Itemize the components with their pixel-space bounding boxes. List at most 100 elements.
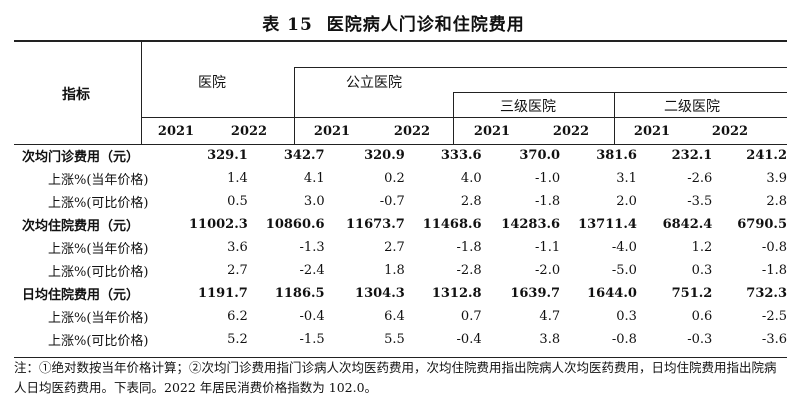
table-cell: -2.0 <box>535 263 561 278</box>
table-cell: 1304.3 <box>355 286 405 301</box>
table-cell: 3.9 <box>766 171 787 186</box>
table-cell: -0.4 <box>299 309 325 324</box>
table-cell: 232.1 <box>671 148 713 163</box>
year-header: 2021 <box>473 124 511 139</box>
table-title: 表 15 医院病人门诊和住院费用 <box>0 10 787 35</box>
year-header: 2021 <box>313 124 351 139</box>
data-table: 次均门诊费用（元） 329.1 342.7 320.9 333.6 370.0 … <box>14 144 787 351</box>
table-cell: 1.4 <box>227 171 248 186</box>
table-row: 上涨%(当年价格) 3.6 -1.3 2.7 -1.8 -1.1 -4.0 1.… <box>14 236 787 259</box>
table-cell: 5.2 <box>227 332 248 347</box>
table-cell: -0.7 <box>379 194 405 209</box>
tier2-hospital-header: 二级医院 <box>664 99 720 115</box>
table-row: 次均住院费用（元） 11002.3 10860.6 11673.7 11468.… <box>14 213 787 236</box>
tier2-divider <box>614 92 615 144</box>
table-cell: -1.8 <box>761 263 787 278</box>
table-cell: 2.7 <box>227 263 248 278</box>
year-header: 2021 <box>157 124 195 139</box>
year-row-rule <box>141 117 787 118</box>
indicator-divider <box>141 40 142 144</box>
public-hospital-header: 公立医院 <box>346 75 402 91</box>
row-label: 次均门诊费用（元） <box>22 150 140 165</box>
table-row: 上涨%(当年价格) 1.4 4.1 0.2 4.0 -1.0 3.1 -2.6 … <box>14 167 787 190</box>
table-cell: -0.8 <box>761 240 787 255</box>
row-label: 次均住院费用（元） <box>22 219 140 234</box>
table-cell: 2.8 <box>766 194 787 209</box>
row-label: 上涨%(当年价格) <box>48 242 149 257</box>
table-cell: 0.2 <box>384 171 405 186</box>
table-cell: 2.7 <box>384 240 405 255</box>
table-cell: -0.3 <box>687 332 713 347</box>
table-cell: -1.3 <box>299 240 325 255</box>
table-cell: 333.6 <box>440 148 482 163</box>
table-cell: 0.5 <box>227 194 248 209</box>
tier3-hospital-header: 三级医院 <box>500 99 556 115</box>
table-bottom-rule <box>14 357 787 358</box>
table-cell: -1.8 <box>535 194 561 209</box>
table-cell: -1.8 <box>456 240 482 255</box>
table-cell: 0.7 <box>460 309 482 324</box>
table-cell: 2.0 <box>616 194 637 209</box>
table-cell: 329.1 <box>207 148 248 163</box>
table-number: 表 15 <box>262 15 313 35</box>
table-cell: -2.5 <box>761 309 787 324</box>
hospital-divider <box>294 67 295 144</box>
table-cell: 13711.4 <box>578 217 637 232</box>
row-label: 上涨%(可比价格) <box>48 334 149 349</box>
table-cell: 751.2 <box>671 286 713 301</box>
table-cell: -3.5 <box>687 194 713 209</box>
table-cell: 6842.4 <box>662 217 713 232</box>
row-label: 上涨%(可比价格) <box>48 265 149 280</box>
table-cell: -0.8 <box>611 332 637 347</box>
table-row: 次均门诊费用（元） 329.1 342.7 320.9 333.6 370.0 … <box>14 144 787 167</box>
hospital-header: 医院 <box>198 75 226 91</box>
table-cell: 11673.7 <box>346 217 405 232</box>
table-cell: 11468.6 <box>422 217 482 232</box>
table-cell: -1.1 <box>535 240 561 255</box>
table-cell: 4.7 <box>539 309 561 324</box>
table-cell: 10860.6 <box>265 217 325 232</box>
table-cell: 3.1 <box>616 171 637 186</box>
table-row: 日均住院费用（元） 1191.7 1186.5 1304.3 1312.8 16… <box>14 282 787 305</box>
table-cell: -2.8 <box>456 263 482 278</box>
table-cell: 1.2 <box>691 240 713 255</box>
year-header: 2022 <box>711 124 749 139</box>
table-cell: 3.0 <box>303 194 325 209</box>
table-cell: 320.9 <box>364 148 405 163</box>
row-label: 上涨%(当年价格) <box>48 173 149 188</box>
table-cell: 241.2 <box>746 148 787 163</box>
year-header: 2022 <box>230 124 268 139</box>
table-row: 上涨%(当年价格) 6.2 -0.4 6.4 0.7 4.7 0.3 0.6 -… <box>14 305 787 328</box>
table-cell: -4.0 <box>611 240 637 255</box>
table-cell: 1.8 <box>384 263 405 278</box>
table-cell: 370.0 <box>519 148 561 163</box>
table-cell: 3.8 <box>539 332 561 347</box>
table-cell: 0.6 <box>691 309 713 324</box>
table-cell: 1644.0 <box>587 286 637 301</box>
table-cell: -2.4 <box>299 263 325 278</box>
table-cell: 1191.7 <box>198 286 248 301</box>
year-header: 2022 <box>552 124 590 139</box>
row-label: 日均住院费用（元） <box>22 288 140 303</box>
table-row: 上涨%(可比价格) 5.2 -1.5 5.5 -0.4 3.8 -0.8 -0.… <box>14 328 787 351</box>
table-cell: 4.0 <box>460 171 482 186</box>
table-cell: 6790.5 <box>737 217 787 232</box>
table-cell: 5.5 <box>384 332 405 347</box>
table-cell: 381.6 <box>596 148 637 163</box>
tier3-divider <box>453 92 454 144</box>
table-note: 注：①绝对数按当年价格计算；②次均门诊费用指门诊病人次均医药费用，次均住院费用指… <box>14 360 777 395</box>
table-cell: 0.3 <box>616 309 637 324</box>
table-cell: 342.7 <box>283 148 325 163</box>
row-label: 上涨%(当年价格) <box>48 311 149 326</box>
table-cell: 11002.3 <box>189 217 248 232</box>
header-top-rule <box>14 40 787 42</box>
table-cell: 14283.6 <box>501 217 561 232</box>
tier-group-rule <box>453 92 787 93</box>
table-cell: -3.6 <box>761 332 787 347</box>
table-cell: -1.0 <box>535 171 561 186</box>
table-cell: 6.2 <box>227 309 248 324</box>
table-cell: 3.6 <box>227 240 248 255</box>
public-group-rule <box>294 67 787 68</box>
table-cell: -5.0 <box>611 263 637 278</box>
table-cell: 1186.5 <box>274 286 325 301</box>
